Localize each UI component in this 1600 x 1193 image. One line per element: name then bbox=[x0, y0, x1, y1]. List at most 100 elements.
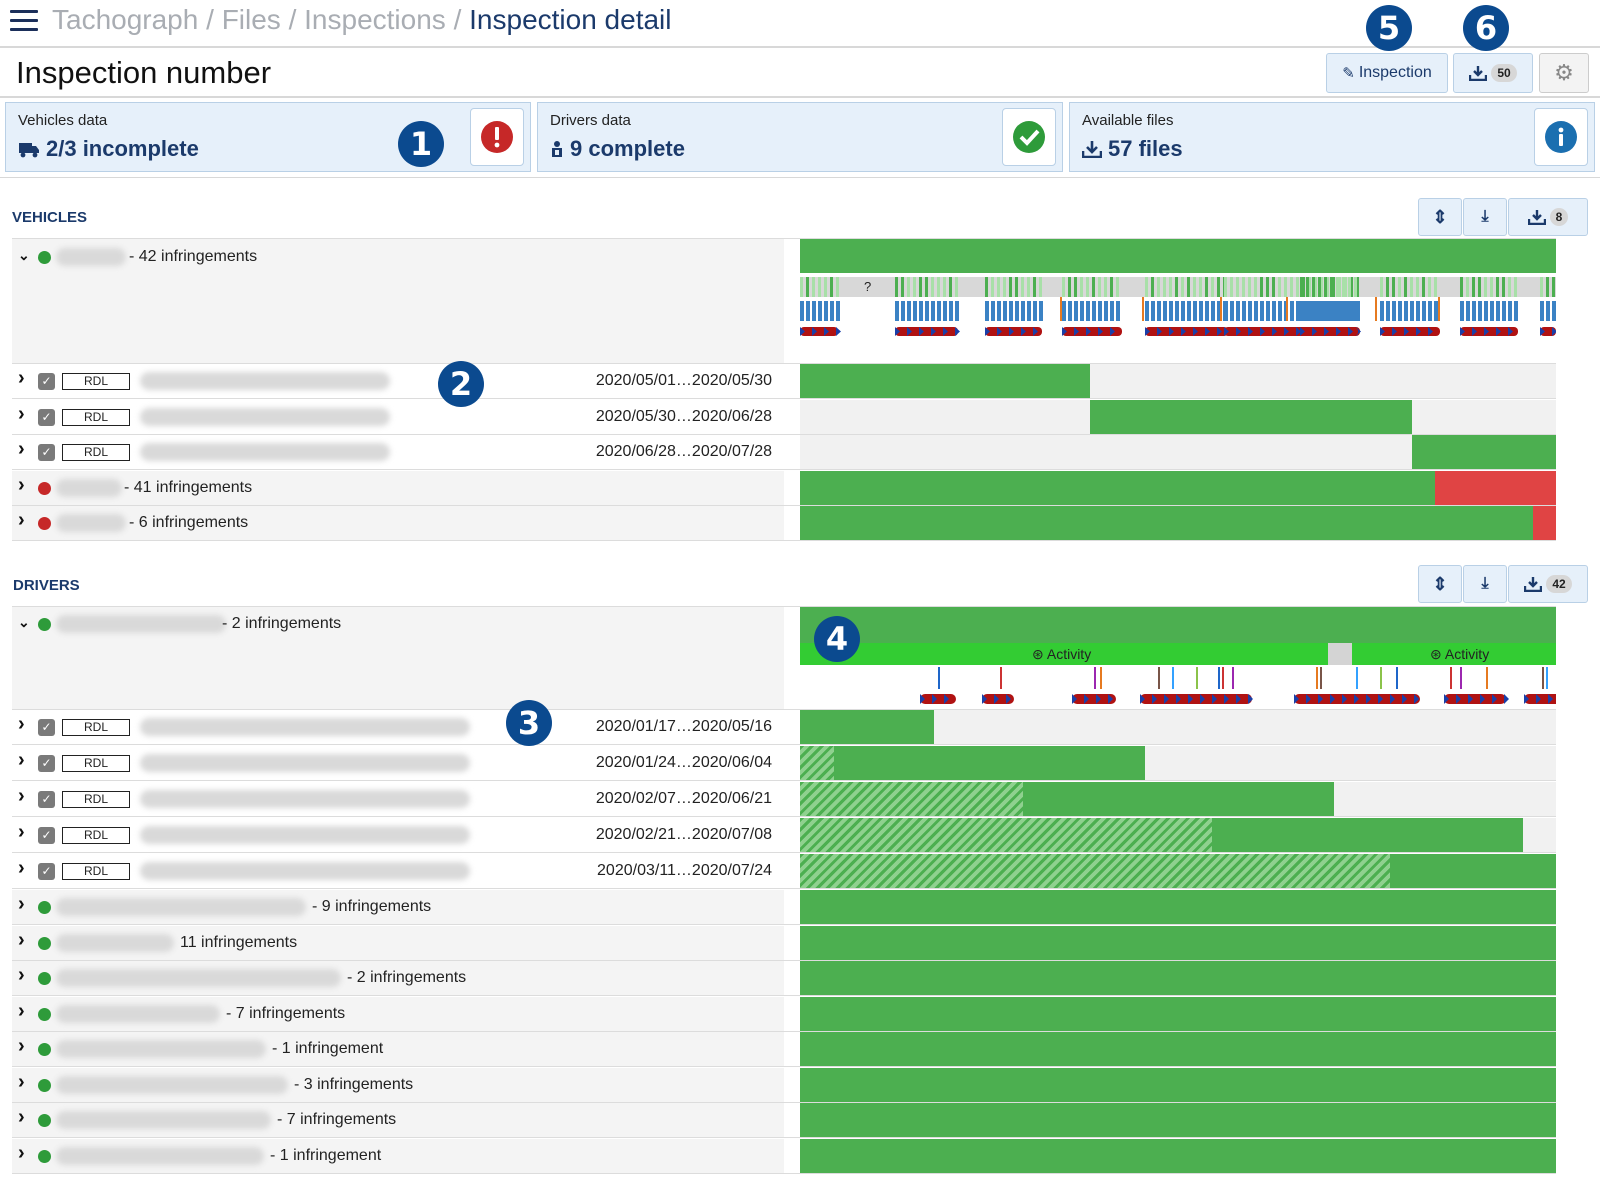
chevron-right-icon[interactable]: › bbox=[18, 821, 25, 843]
infringement-period-bar[interactable] bbox=[1435, 471, 1556, 505]
expand-all-button[interactable]: ⇕ bbox=[1418, 198, 1462, 236]
drivers-data-card[interactable]: Drivers data 9 complete bbox=[537, 102, 1063, 172]
driver-row[interactable]: › - 7 infringements bbox=[12, 996, 1556, 1032]
file-coverage-bar[interactable] bbox=[800, 710, 934, 744]
chevron-right-icon[interactable]: › bbox=[18, 438, 25, 460]
file-coverage-bar[interactable] bbox=[1389, 854, 1556, 888]
file-row[interactable]: › ✓ RDL 2020/02/07…2020/06/21 bbox=[12, 782, 1556, 817]
vehicles-download-button[interactable]: 8 bbox=[1508, 198, 1588, 236]
checkbox[interactable]: ✓ bbox=[38, 827, 55, 844]
drivers-download-button[interactable]: 42 bbox=[1508, 565, 1588, 603]
chevron-down-icon[interactable]: ⌄ bbox=[18, 614, 30, 630]
driver-row[interactable]: › - 7 infringements bbox=[12, 1103, 1556, 1138]
checkbox[interactable]: ✓ bbox=[38, 408, 55, 426]
chevron-down-icon[interactable]: ⌄ bbox=[18, 247, 30, 263]
driver-coverage-bar[interactable] bbox=[800, 1138, 1556, 1173]
checkbox[interactable]: ✓ bbox=[38, 755, 55, 772]
file-coverage-bar[interactable] bbox=[1412, 435, 1556, 469]
vehicle-coverage-bar[interactable] bbox=[800, 506, 1556, 540]
file-row[interactable]: › ✓ RDL 2020/01/24…2020/06/04 bbox=[12, 746, 1556, 781]
vehicles-data-card[interactable]: Vehicles data 2/3 incomplete bbox=[5, 102, 531, 172]
driver-coverage-bar[interactable] bbox=[800, 1103, 1556, 1137]
file-row[interactable]: › ✓ RDL 2020/03/11…2020/07/24 bbox=[12, 854, 1556, 889]
driver-coverage-bar[interactable] bbox=[800, 961, 1556, 995]
driver-coverage-bar[interactable] bbox=[800, 1067, 1556, 1102]
breadcrumb-item[interactable]: Files bbox=[221, 4, 281, 35]
file-row[interactable]: › ✓ RDL 2020/06/28…2020/07/28 bbox=[12, 435, 1556, 470]
callout-6: 6 bbox=[1463, 5, 1509, 51]
driver-row-expanded[interactable]: ⌄ - 2 infringements ⊛ Activity ⊛ Activit… bbox=[12, 606, 1570, 710]
chevron-right-icon[interactable]: › bbox=[18, 857, 25, 879]
chevron-right-icon[interactable]: › bbox=[18, 999, 25, 1022]
checkbox[interactable]: ✓ bbox=[38, 791, 55, 808]
file-row[interactable]: › ✓ RDL 2020/05/01…2020/05/30 bbox=[12, 364, 1556, 399]
status-ok-icon bbox=[38, 901, 51, 914]
driver-row[interactable]: › - 9 infringements bbox=[12, 890, 1556, 925]
chevron-right-icon[interactable]: › bbox=[18, 1070, 25, 1093]
chevron-right-icon[interactable]: › bbox=[18, 509, 25, 531]
checkbox[interactable]: ✓ bbox=[38, 444, 55, 461]
file-row[interactable]: › ✓ RDL 2020/01/17…2020/05/16 bbox=[12, 710, 1556, 745]
chevron-right-icon[interactable]: › bbox=[18, 785, 25, 807]
driver-row[interactable]: › - 2 infringements bbox=[12, 961, 1556, 996]
file-coverage-bar[interactable] bbox=[1023, 782, 1335, 816]
breadcrumb-item[interactable]: Inspections bbox=[304, 4, 446, 35]
vehicle-row-expanded[interactable]: ⌄ - 42 infringements ? bbox=[12, 238, 1557, 364]
collapse-all-button[interactable]: ⤓ bbox=[1463, 198, 1507, 236]
checkbox[interactable]: ✓ bbox=[38, 863, 55, 880]
driver-row[interactable]: › 11 infringements bbox=[12, 925, 1556, 961]
activity-bar[interactable]: ⊛ Activity ⊛ Activity bbox=[800, 643, 1556, 665]
file-name-redacted bbox=[140, 372, 390, 390]
info-icon bbox=[1545, 121, 1577, 153]
checkbox[interactable]: ✓ bbox=[38, 719, 55, 736]
chevron-right-icon[interactable]: › bbox=[18, 402, 25, 425]
vehicle-coverage-bar[interactable] bbox=[800, 471, 1556, 505]
chevron-right-icon[interactable]: › bbox=[18, 474, 25, 496]
chevron-right-icon[interactable]: › bbox=[18, 928, 25, 951]
vehicles-status-button[interactable] bbox=[470, 108, 524, 166]
file-row[interactable]: › ✓ RDL 2020/02/21…2020/07/08 bbox=[12, 818, 1556, 853]
checkbox[interactable]: ✓ bbox=[38, 373, 55, 390]
driver-activity-timeline[interactable] bbox=[800, 667, 1570, 707]
available-files-card[interactable]: Available files 57 files bbox=[1069, 102, 1595, 172]
vehicle-row[interactable]: › - 41 infringements bbox=[12, 471, 1556, 506]
edit-inspection-button[interactable]: ✎ Inspection bbox=[1326, 53, 1448, 93]
file-row[interactable]: › ✓ RDL 2020/05/30…2020/06/28 bbox=[12, 399, 1556, 435]
driver-name-redacted bbox=[56, 969, 341, 987]
files-info-button[interactable] bbox=[1534, 108, 1588, 166]
settings-button[interactable]: ⚙ bbox=[1539, 53, 1589, 93]
breadcrumb-item[interactable]: Tachograph bbox=[52, 4, 199, 35]
driver-row[interactable]: › - 1 infringement bbox=[12, 1032, 1556, 1067]
file-coverage-bar[interactable] bbox=[800, 364, 1090, 398]
driver-coverage-bar[interactable] bbox=[800, 925, 1556, 960]
status-ok-icon bbox=[38, 1149, 51, 1163]
chevron-right-icon[interactable]: › bbox=[18, 1035, 25, 1057]
drivers-status-button[interactable] bbox=[1002, 108, 1056, 166]
collapse-all-button[interactable]: ⤓ bbox=[1463, 565, 1507, 603]
download-count-badge: 50 bbox=[1491, 64, 1517, 82]
driver-coverage-bar[interactable] bbox=[800, 890, 1556, 924]
driver-row[interactable]: › - 3 infringements bbox=[12, 1067, 1556, 1103]
vehicle-row[interactable]: › - 6 infringements bbox=[12, 506, 1556, 541]
chevron-right-icon[interactable]: › bbox=[18, 1106, 25, 1128]
chevron-right-icon[interactable]: › bbox=[18, 367, 25, 389]
file-date-range: 2020/05/30…2020/06/28 bbox=[595, 407, 772, 425]
driver-coverage-bar[interactable] bbox=[800, 996, 1556, 1031]
chevron-right-icon[interactable]: › bbox=[18, 749, 25, 771]
file-coverage-bar[interactable] bbox=[834, 746, 1146, 780]
driver-row[interactable]: › - 1 infringement bbox=[12, 1138, 1556, 1174]
chevron-right-icon[interactable]: › bbox=[18, 964, 25, 986]
download-all-button[interactable]: 50 bbox=[1453, 53, 1533, 93]
vehicle-activity-timeline[interactable]: ? bbox=[800, 277, 1557, 359]
infringement-period-bar[interactable] bbox=[1533, 506, 1556, 540]
file-coverage-bar[interactable] bbox=[1212, 818, 1524, 852]
chevron-right-icon[interactable]: › bbox=[18, 713, 25, 735]
driver-coverage-bar[interactable] bbox=[800, 607, 1556, 643]
chevron-right-icon[interactable]: › bbox=[18, 893, 25, 915]
file-coverage-bar[interactable] bbox=[1089, 399, 1413, 434]
driver-coverage-bar[interactable] bbox=[800, 1032, 1556, 1066]
expand-all-button[interactable]: ⇕ bbox=[1418, 565, 1462, 603]
vehicle-coverage-bar[interactable] bbox=[800, 239, 1556, 273]
chevron-right-icon[interactable]: › bbox=[18, 1141, 25, 1164]
hamburger-menu-icon[interactable] bbox=[10, 10, 38, 34]
